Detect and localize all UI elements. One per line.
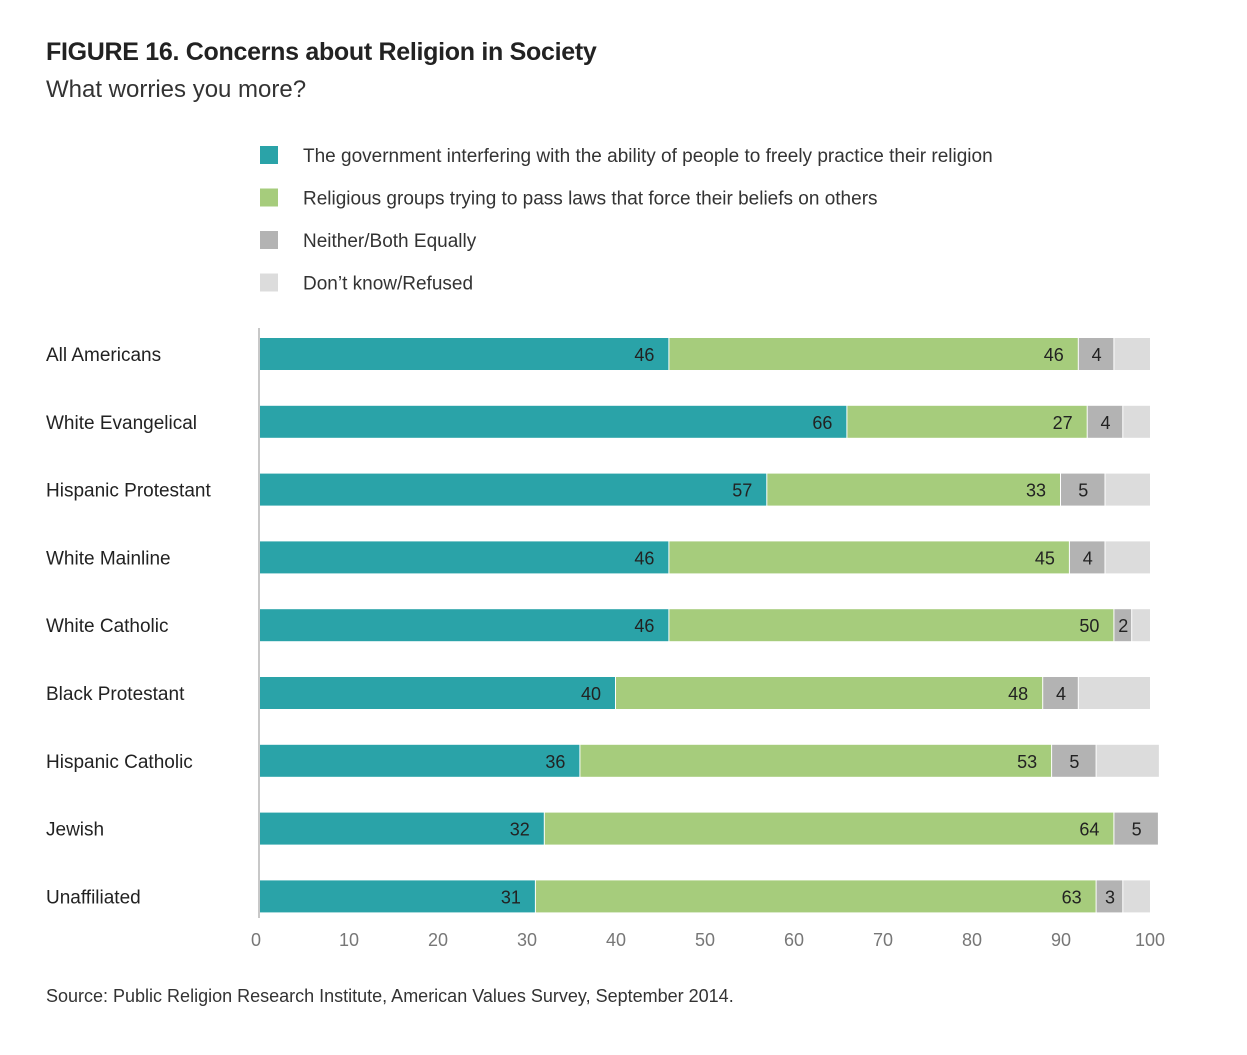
data-label: 27	[1053, 413, 1073, 433]
bar-segment-series-1	[580, 744, 1052, 777]
data-label: 46	[634, 548, 654, 568]
x-tick-label: 0	[251, 930, 261, 950]
x-tick-label: 60	[784, 930, 804, 950]
bar-segment-series-0	[260, 880, 535, 913]
bar-segment-series-2	[1052, 744, 1096, 777]
category-label: White Catholic	[46, 616, 169, 637]
bar-segment-series-1	[544, 812, 1114, 845]
x-tick-label: 50	[695, 930, 715, 950]
data-label: 3	[1105, 887, 1115, 907]
x-tick-label: 100	[1135, 930, 1165, 950]
x-tick-label: 10	[339, 930, 359, 950]
data-label: 32	[510, 820, 530, 840]
legend: The government interfering with the abil…	[260, 146, 993, 295]
bar-segment-series-0	[260, 677, 615, 709]
legend-label-2: Neither/Both Equally	[303, 231, 477, 252]
category-label: Hispanic Catholic	[46, 752, 193, 773]
data-label: 53	[1017, 752, 1037, 772]
data-label: 36	[545, 752, 565, 772]
bar-segment-series-1	[535, 880, 1096, 913]
bar-segment-series-1	[669, 609, 1114, 642]
bar-segment-series-2	[1069, 541, 1105, 574]
bar-segment-series-3	[1105, 541, 1150, 574]
bar-segment-series-2	[1096, 880, 1123, 913]
data-label: 31	[501, 887, 521, 907]
data-label: 50	[1079, 616, 1099, 636]
legend-swatch-0	[260, 146, 278, 164]
bar-segment-series-1	[767, 473, 1060, 506]
chart-source: Source: Public Religion Research Institu…	[46, 986, 734, 1006]
legend-swatch-2	[260, 231, 278, 249]
bar-segment-series-3	[1114, 338, 1150, 370]
x-tick-label: 20	[428, 930, 448, 950]
data-label: 4	[1100, 413, 1110, 433]
category-labels: All Americans White Evangelical Hispanic P…	[46, 345, 211, 908]
data-label: 66	[812, 413, 832, 433]
bar-segment-series-0	[260, 609, 669, 642]
bar-segment-series-1	[847, 405, 1087, 438]
bar-segment-series-2	[1114, 812, 1158, 845]
data-label: 5	[1132, 820, 1142, 840]
chart-subtitle: What worries you more?	[46, 76, 307, 103]
data-label: 64	[1079, 820, 1099, 840]
category-label: All Americans	[46, 345, 161, 366]
legend-label-0: The government interfering with the abil…	[303, 146, 993, 167]
x-tick-label: 30	[517, 930, 537, 950]
data-label: 4	[1092, 345, 1102, 365]
x-tick-label: 70	[873, 930, 893, 950]
bar-segment-series-3	[1078, 677, 1150, 709]
bar-segment-series-2	[1043, 677, 1078, 709]
data-label: 4	[1056, 684, 1066, 704]
chart-title: FIGURE 16. Concerns about Religion in So…	[46, 38, 597, 66]
data-label: 46	[634, 345, 654, 365]
category-label: Hispanic Protestant	[46, 481, 211, 502]
data-label: 5	[1078, 481, 1088, 501]
x-tick-label: 40	[606, 930, 626, 950]
data-label: 63	[1062, 887, 1082, 907]
data-label: 5	[1069, 752, 1079, 772]
bar-segment-series-3	[1105, 473, 1150, 506]
data-label: 45	[1035, 548, 1055, 568]
bar-segment-series-3	[1123, 405, 1150, 438]
bar-segment-series-2	[1061, 473, 1105, 506]
bar-segment-series-0	[260, 541, 669, 574]
bar-segment-series-2	[1078, 338, 1114, 370]
bar-segment-series-0	[260, 473, 767, 506]
category-label: Black Protestant	[46, 684, 185, 705]
data-label: 33	[1026, 481, 1046, 501]
bar-segment-series-0	[260, 338, 669, 370]
data-label: 46	[634, 616, 654, 636]
bars: 46 46 466 27 457 33 546 45 446 50 240 48 436 53 532 64 5…	[260, 338, 1159, 913]
x-tick-label: 80	[962, 930, 982, 950]
category-label: Jewish	[46, 820, 104, 841]
category-label: Unaffiliated	[46, 887, 141, 908]
x-tick-label: 90	[1051, 930, 1071, 950]
bar-segment-series-2	[1114, 609, 1132, 642]
data-label: 48	[1008, 684, 1028, 704]
category-label: White Evangelical	[46, 413, 197, 434]
bar-segment-series-1	[616, 677, 1043, 709]
bar-segment-series-0	[260, 744, 580, 777]
legend-label-3: Don’t know/Refused	[303, 274, 473, 295]
bar-segment-series-3	[1096, 744, 1159, 777]
bar-segment-series-1	[669, 338, 1078, 370]
legend-swatch-3	[260, 273, 278, 292]
bar-segment-series-1	[669, 541, 1069, 574]
data-label: 57	[732, 481, 752, 501]
data-label: 40	[581, 684, 601, 704]
bar-segment-series-3	[1132, 609, 1150, 642]
legend-swatch-1	[260, 188, 278, 207]
legend-label-1: Religious groups trying to pass laws tha…	[303, 189, 878, 210]
category-label: White Mainline	[46, 548, 171, 569]
bar-segment-series-0	[260, 812, 544, 845]
data-label: 2	[1118, 616, 1128, 636]
data-label: 4	[1083, 548, 1093, 568]
bar-segment-series-3	[1123, 880, 1150, 913]
x-tick-labels: 0 10 20 30 40 50 60 70 80 90 100	[251, 930, 1165, 950]
data-label: 46	[1044, 345, 1064, 365]
bar-segment-series-0	[260, 405, 847, 438]
bar-segment-series-2	[1087, 405, 1123, 438]
